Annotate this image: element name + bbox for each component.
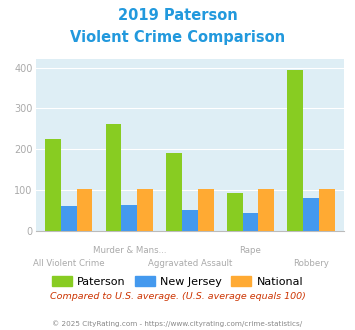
Bar — [288, 70, 303, 231]
Text: Rape: Rape — [240, 246, 261, 255]
Bar — [166, 152, 182, 231]
Bar — [319, 189, 335, 231]
Text: Compared to U.S. average. (U.S. average equals 100): Compared to U.S. average. (U.S. average … — [50, 292, 305, 301]
Bar — [182, 210, 198, 231]
Bar — [45, 139, 61, 231]
Bar — [61, 207, 77, 231]
Bar — [198, 188, 214, 231]
Bar — [303, 198, 319, 231]
Bar — [242, 214, 258, 231]
Bar — [137, 188, 153, 231]
Text: © 2025 CityRating.com - https://www.cityrating.com/crime-statistics/: © 2025 CityRating.com - https://www.city… — [53, 320, 302, 327]
Text: Robbery: Robbery — [293, 259, 329, 268]
Text: All Violent Crime: All Violent Crime — [33, 259, 105, 268]
Text: Violent Crime Comparison: Violent Crime Comparison — [70, 30, 285, 45]
Bar — [121, 205, 137, 231]
Text: 2019 Paterson: 2019 Paterson — [118, 8, 237, 23]
Legend: Paterson, New Jersey, National: Paterson, New Jersey, National — [47, 271, 308, 291]
Bar — [77, 189, 92, 231]
Text: Murder & Mans...: Murder & Mans... — [93, 246, 166, 255]
Bar — [227, 193, 242, 231]
Bar — [258, 188, 274, 231]
Bar — [106, 123, 121, 231]
Text: Aggravated Assault: Aggravated Assault — [148, 259, 232, 268]
